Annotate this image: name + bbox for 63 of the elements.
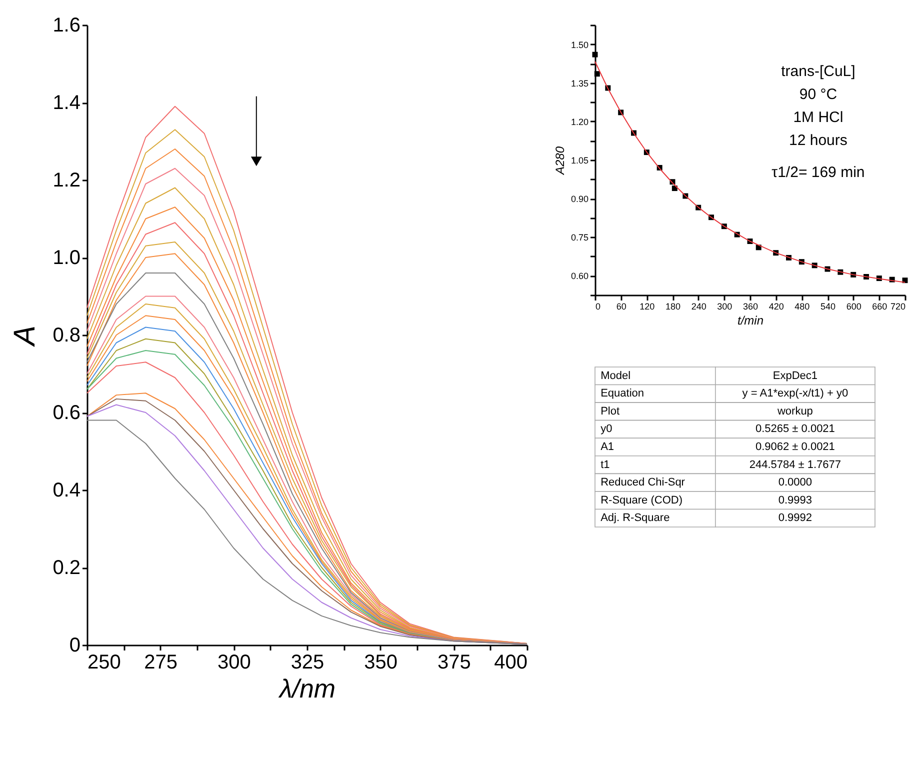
x-axis-title: λ/nm xyxy=(277,674,336,704)
x-tick-label: 300 xyxy=(217,652,251,674)
y-tick-label: 1.0 xyxy=(52,247,80,269)
text: A1 xyxy=(600,441,614,453)
text: y0 xyxy=(600,423,612,436)
x-tick-label: 60 xyxy=(616,302,626,312)
y-tick-label: 0.60 xyxy=(570,271,588,282)
x-tick-label: 720 xyxy=(890,302,906,312)
x-tick-label: 660 xyxy=(872,302,888,312)
y-tick-label: 0.8 xyxy=(52,324,80,346)
y-tick-label: 1.50 xyxy=(570,40,588,50)
text: 0.9062 ± 0.0021 xyxy=(755,441,835,453)
x-tick-label: 300 xyxy=(717,302,732,312)
x-tick-label: 400 xyxy=(494,652,528,674)
text: R-Square (COD) xyxy=(600,494,683,506)
text: t1 xyxy=(600,458,610,471)
x-tick-label: 250 xyxy=(88,652,121,674)
annotation: trans-[CuL] xyxy=(781,62,856,80)
text: Adj. R-Square xyxy=(600,512,670,524)
text: Plot xyxy=(600,405,620,418)
x-tick-label: 120 xyxy=(640,302,655,312)
text: 0.9993 xyxy=(778,494,812,506)
y-tick-label: 1.2 xyxy=(52,170,80,192)
text: Model xyxy=(600,370,631,382)
x-tick-label: 0 xyxy=(596,302,601,312)
x-tick-label: 180 xyxy=(665,302,681,312)
x-tick-label: 540 xyxy=(820,302,836,312)
text: 0.9992 xyxy=(778,512,812,524)
annotation: 12 hours xyxy=(789,132,848,149)
y-tick-label: 1.6 xyxy=(52,14,80,36)
x-tick-label: 325 xyxy=(290,652,324,674)
y-tick-label: 0.6 xyxy=(52,402,80,424)
annotation: 90 °C xyxy=(799,86,838,103)
x-tick-label: 480 xyxy=(794,302,810,312)
x-tick-label: 240 xyxy=(691,302,706,312)
x-tick-label: 350 xyxy=(364,652,398,674)
y-axis-title: A280 xyxy=(552,146,567,176)
text: ExpDec1 xyxy=(772,370,818,382)
text: Reduced Chi-Sqr xyxy=(600,476,686,489)
text: 244.5784 ± 1.7677 xyxy=(749,458,842,471)
y-tick-label: 0.90 xyxy=(570,194,588,204)
text: workup xyxy=(776,405,813,418)
y-axis-title: A xyxy=(8,325,42,348)
text: 0.5265 ± 0.0021 xyxy=(755,423,835,436)
y-tick-label: 0.2 xyxy=(52,557,80,579)
annotation: 1M HCl xyxy=(793,108,844,126)
y-tick-label: 1.35 xyxy=(570,78,588,88)
y-tick-label: 0 xyxy=(69,634,80,656)
x-tick-label: 375 xyxy=(437,652,471,674)
x-tick-label: 360 xyxy=(742,302,758,312)
x-tick-label: 600 xyxy=(846,302,862,312)
y-tick-label: 1.05 xyxy=(570,156,588,166)
y-tick-label: 1.20 xyxy=(570,116,588,127)
y-tick-label: 1.4 xyxy=(52,92,80,114)
text: 0.0000 xyxy=(778,476,812,489)
annotation: τ1/2= 169 min xyxy=(772,164,865,182)
x-tick-label: 420 xyxy=(768,302,784,312)
x-axis-title: t/min xyxy=(737,314,764,328)
text: y = A1*exp(-x/t1) + y0 xyxy=(742,388,848,400)
text: Equation xyxy=(600,388,644,400)
y-tick-label: 0.75 xyxy=(570,232,588,243)
y-tick-label: 0.4 xyxy=(52,480,80,502)
x-tick-label: 275 xyxy=(144,652,178,674)
